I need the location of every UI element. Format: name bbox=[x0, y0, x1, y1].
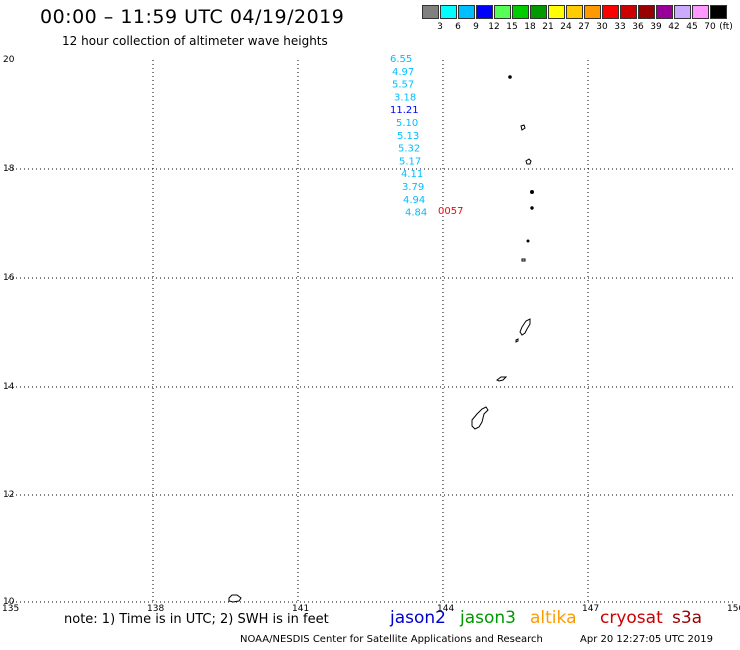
wave-height-value: 4.97 bbox=[392, 67, 414, 78]
wave-height-value: 11.21 bbox=[390, 105, 419, 116]
latitude-label: 14 bbox=[3, 382, 15, 392]
longitude-label: 135 bbox=[2, 604, 19, 614]
latitude-label: 10 bbox=[3, 597, 15, 607]
island-agrihan bbox=[530, 190, 534, 194]
island-maug bbox=[520, 124, 526, 131]
legend-tick-label: 24 bbox=[560, 22, 572, 32]
wave-height-value: 3.18 bbox=[394, 92, 416, 103]
longitude-label: 150 bbox=[727, 604, 740, 614]
legend-tick-label: 15 bbox=[506, 22, 518, 32]
legend-swatch bbox=[602, 5, 619, 19]
longitude-label: 144 bbox=[437, 604, 454, 614]
satellite-name-altika: altika bbox=[530, 608, 577, 628]
wave-height-value: 5.17 bbox=[399, 156, 421, 167]
legend-swatch bbox=[710, 5, 727, 19]
page-subtitle: 12 hour collection of altimeter wave hei… bbox=[62, 34, 328, 48]
footer-note: note: 1) Time is in UTC; 2) SWH is in fe… bbox=[64, 612, 329, 627]
wave-height-value: 3.79 bbox=[402, 182, 424, 193]
island-tinian bbox=[515, 338, 519, 343]
legend-unit-label: (ft) bbox=[719, 22, 733, 32]
legend-swatch bbox=[530, 5, 547, 19]
islands bbox=[228, 75, 534, 603]
satellite-name-jason3: jason3 bbox=[460, 608, 516, 628]
legend-tick-label: 42 bbox=[668, 22, 680, 32]
legend-tick-label: 6 bbox=[455, 22, 461, 32]
island-saipan bbox=[519, 318, 531, 336]
longitude-labels: 135 138 141 144 147 150 bbox=[2, 604, 740, 614]
island-guam bbox=[471, 406, 489, 430]
legend-swatch bbox=[458, 5, 475, 19]
legend-tick-label: 33 bbox=[614, 22, 626, 32]
island-alamagan bbox=[526, 239, 530, 243]
latitude-label: 20 bbox=[3, 55, 15, 65]
wave-height-value: 6.55 bbox=[390, 54, 412, 65]
legend-swatch bbox=[476, 5, 493, 19]
legend-tick-label: 39 bbox=[650, 22, 662, 32]
credit-text: NOAA/NESDIS Center for Satellite Applica… bbox=[240, 634, 543, 645]
latitude-label: 18 bbox=[3, 164, 15, 174]
island-pagan bbox=[530, 206, 534, 210]
wave-height-value: 4.94 bbox=[403, 195, 425, 206]
satellite-name-cryosat: cryosat bbox=[600, 608, 663, 628]
legend-tick-label: 36 bbox=[632, 22, 644, 32]
wave-height-value: 5.10 bbox=[396, 118, 418, 129]
pass-time-label: 0057 bbox=[438, 206, 463, 217]
legend-swatch bbox=[674, 5, 691, 19]
legend-swatch bbox=[584, 5, 601, 19]
latitude-label: 12 bbox=[3, 490, 14, 500]
legend-tick-label: 3 bbox=[437, 22, 443, 32]
island-southwest bbox=[228, 594, 242, 603]
legend-swatch bbox=[422, 5, 439, 19]
wave-height-value: 5.13 bbox=[397, 131, 419, 142]
wave-height-value: 5.32 bbox=[398, 144, 420, 155]
legend-swatch bbox=[494, 5, 511, 19]
generated-timestamp: Apr 20 12:27:05 UTC 2019 bbox=[580, 634, 713, 645]
island-farallon-de-pajaros bbox=[508, 75, 512, 79]
latitude-labels: 20 18 16 14 12 10 bbox=[3, 55, 15, 607]
legend-swatch bbox=[566, 5, 583, 19]
legend-tick-label: 9 bbox=[473, 22, 479, 32]
longitude-label: 147 bbox=[582, 604, 599, 614]
legend-tick-label: 45 bbox=[686, 22, 698, 32]
wave-height-value: 5.57 bbox=[392, 80, 414, 91]
lat-lon-grid bbox=[8, 60, 733, 603]
legend-swatch bbox=[692, 5, 709, 19]
page-title: 00:00 – 11:59 UTC 04/19/2019 bbox=[40, 6, 345, 28]
legend-tick-label: 12 bbox=[488, 22, 500, 32]
island-rota bbox=[496, 376, 508, 382]
legend-swatch bbox=[620, 5, 637, 19]
island-asuncion bbox=[525, 158, 532, 165]
longitude-label: 138 bbox=[147, 604, 164, 614]
latitude-label: 16 bbox=[3, 273, 15, 283]
wave-height-value: 4.84 bbox=[405, 208, 427, 219]
wave-height-value: 4.11 bbox=[401, 169, 423, 180]
satellite-name-s3a: s3a bbox=[672, 608, 703, 628]
legend-swatch bbox=[656, 5, 673, 19]
legend-tick-label: 27 bbox=[578, 22, 590, 32]
legend-tick-label: 30 bbox=[596, 22, 608, 32]
legend-tick-label: 18 bbox=[524, 22, 536, 32]
legend-tick-label: 21 bbox=[542, 22, 554, 32]
satellite-name-jason2: jason2 bbox=[390, 608, 446, 628]
legend-swatch bbox=[638, 5, 655, 19]
wave-height-readings: 6.55 4.97 5.573.18 11.21 5.10 5.13 5.325.17 4.1… bbox=[390, 54, 427, 219]
legend-swatch bbox=[440, 5, 457, 19]
island-sarigan bbox=[521, 258, 526, 262]
legend-swatch bbox=[512, 5, 529, 19]
legend-tick-label: 70 bbox=[704, 22, 716, 32]
longitude-label: 141 bbox=[292, 604, 309, 614]
color-legend: 3 6 9 12 15 18 21 24 27 30 33 36 39 42 45 70 (ft) bbox=[422, 5, 733, 37]
legend-swatch bbox=[548, 5, 565, 19]
